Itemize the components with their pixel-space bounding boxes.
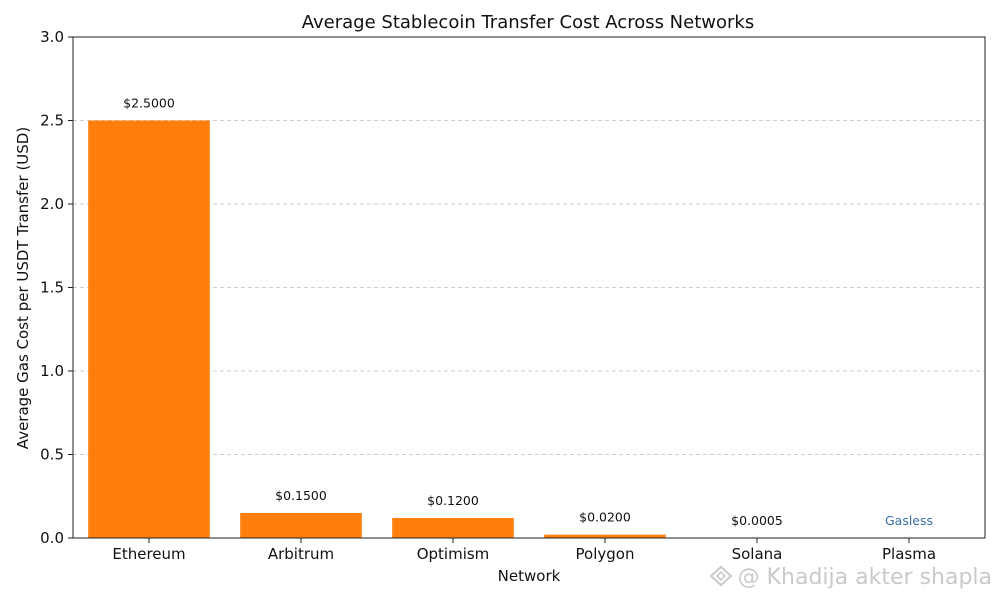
data-label: $0.1500: [275, 488, 327, 503]
x-tick-label: Arbitrum: [268, 545, 334, 563]
y-tick-label: 3.0: [40, 28, 64, 46]
data-labels: $2.5000 $0.1500 $0.1200 $0.0200 $0.0005 Gasle…: [123, 96, 933, 529]
y-tick-label: 2.0: [40, 195, 64, 213]
bar: [544, 534, 666, 538]
bar: [88, 120, 210, 538]
grid: [73, 120, 985, 455]
x-tick-label: Ethereum: [112, 545, 185, 563]
bars: [88, 120, 818, 538]
y-tick-label: 0.5: [40, 446, 64, 464]
data-label: $0.1200: [427, 493, 479, 508]
watermark: @ Khadija akter shapla: [708, 565, 992, 590]
bar: [240, 512, 362, 538]
y-tick-label: 0.0: [40, 529, 64, 547]
logo-icon: [709, 565, 733, 587]
x-axis: Ethereum Arbitrum Optimism Polygon Solana Pla…: [112, 538, 936, 563]
x-tick-label: Solana: [732, 545, 783, 563]
data-label: Gasless: [885, 513, 933, 528]
x-axis-label: Network: [498, 567, 561, 585]
bar: [392, 517, 514, 538]
x-tick-label: Plasma: [882, 545, 936, 563]
x-tick-label: Polygon: [576, 545, 635, 563]
y-tick-label: 1.5: [40, 279, 64, 297]
chart-title: Average Stablecoin Transfer Cost Across …: [302, 12, 754, 33]
y-axis: 0.0 0.5 1.0 1.5 2.0 2.5 3.0: [40, 28, 73, 547]
x-tick-label: Optimism: [417, 545, 490, 563]
data-label: $0.0005: [731, 513, 783, 528]
y-tick-label: 2.5: [40, 112, 64, 130]
y-axis-label: Average Gas Cost per USDT Transfer (USD): [14, 127, 32, 449]
y-tick-label: 1.0: [40, 362, 64, 380]
watermark-text: @ Khadija akter shapla: [737, 565, 992, 590]
data-label: $0.0200: [579, 510, 631, 525]
data-label: $2.5000: [123, 96, 175, 111]
